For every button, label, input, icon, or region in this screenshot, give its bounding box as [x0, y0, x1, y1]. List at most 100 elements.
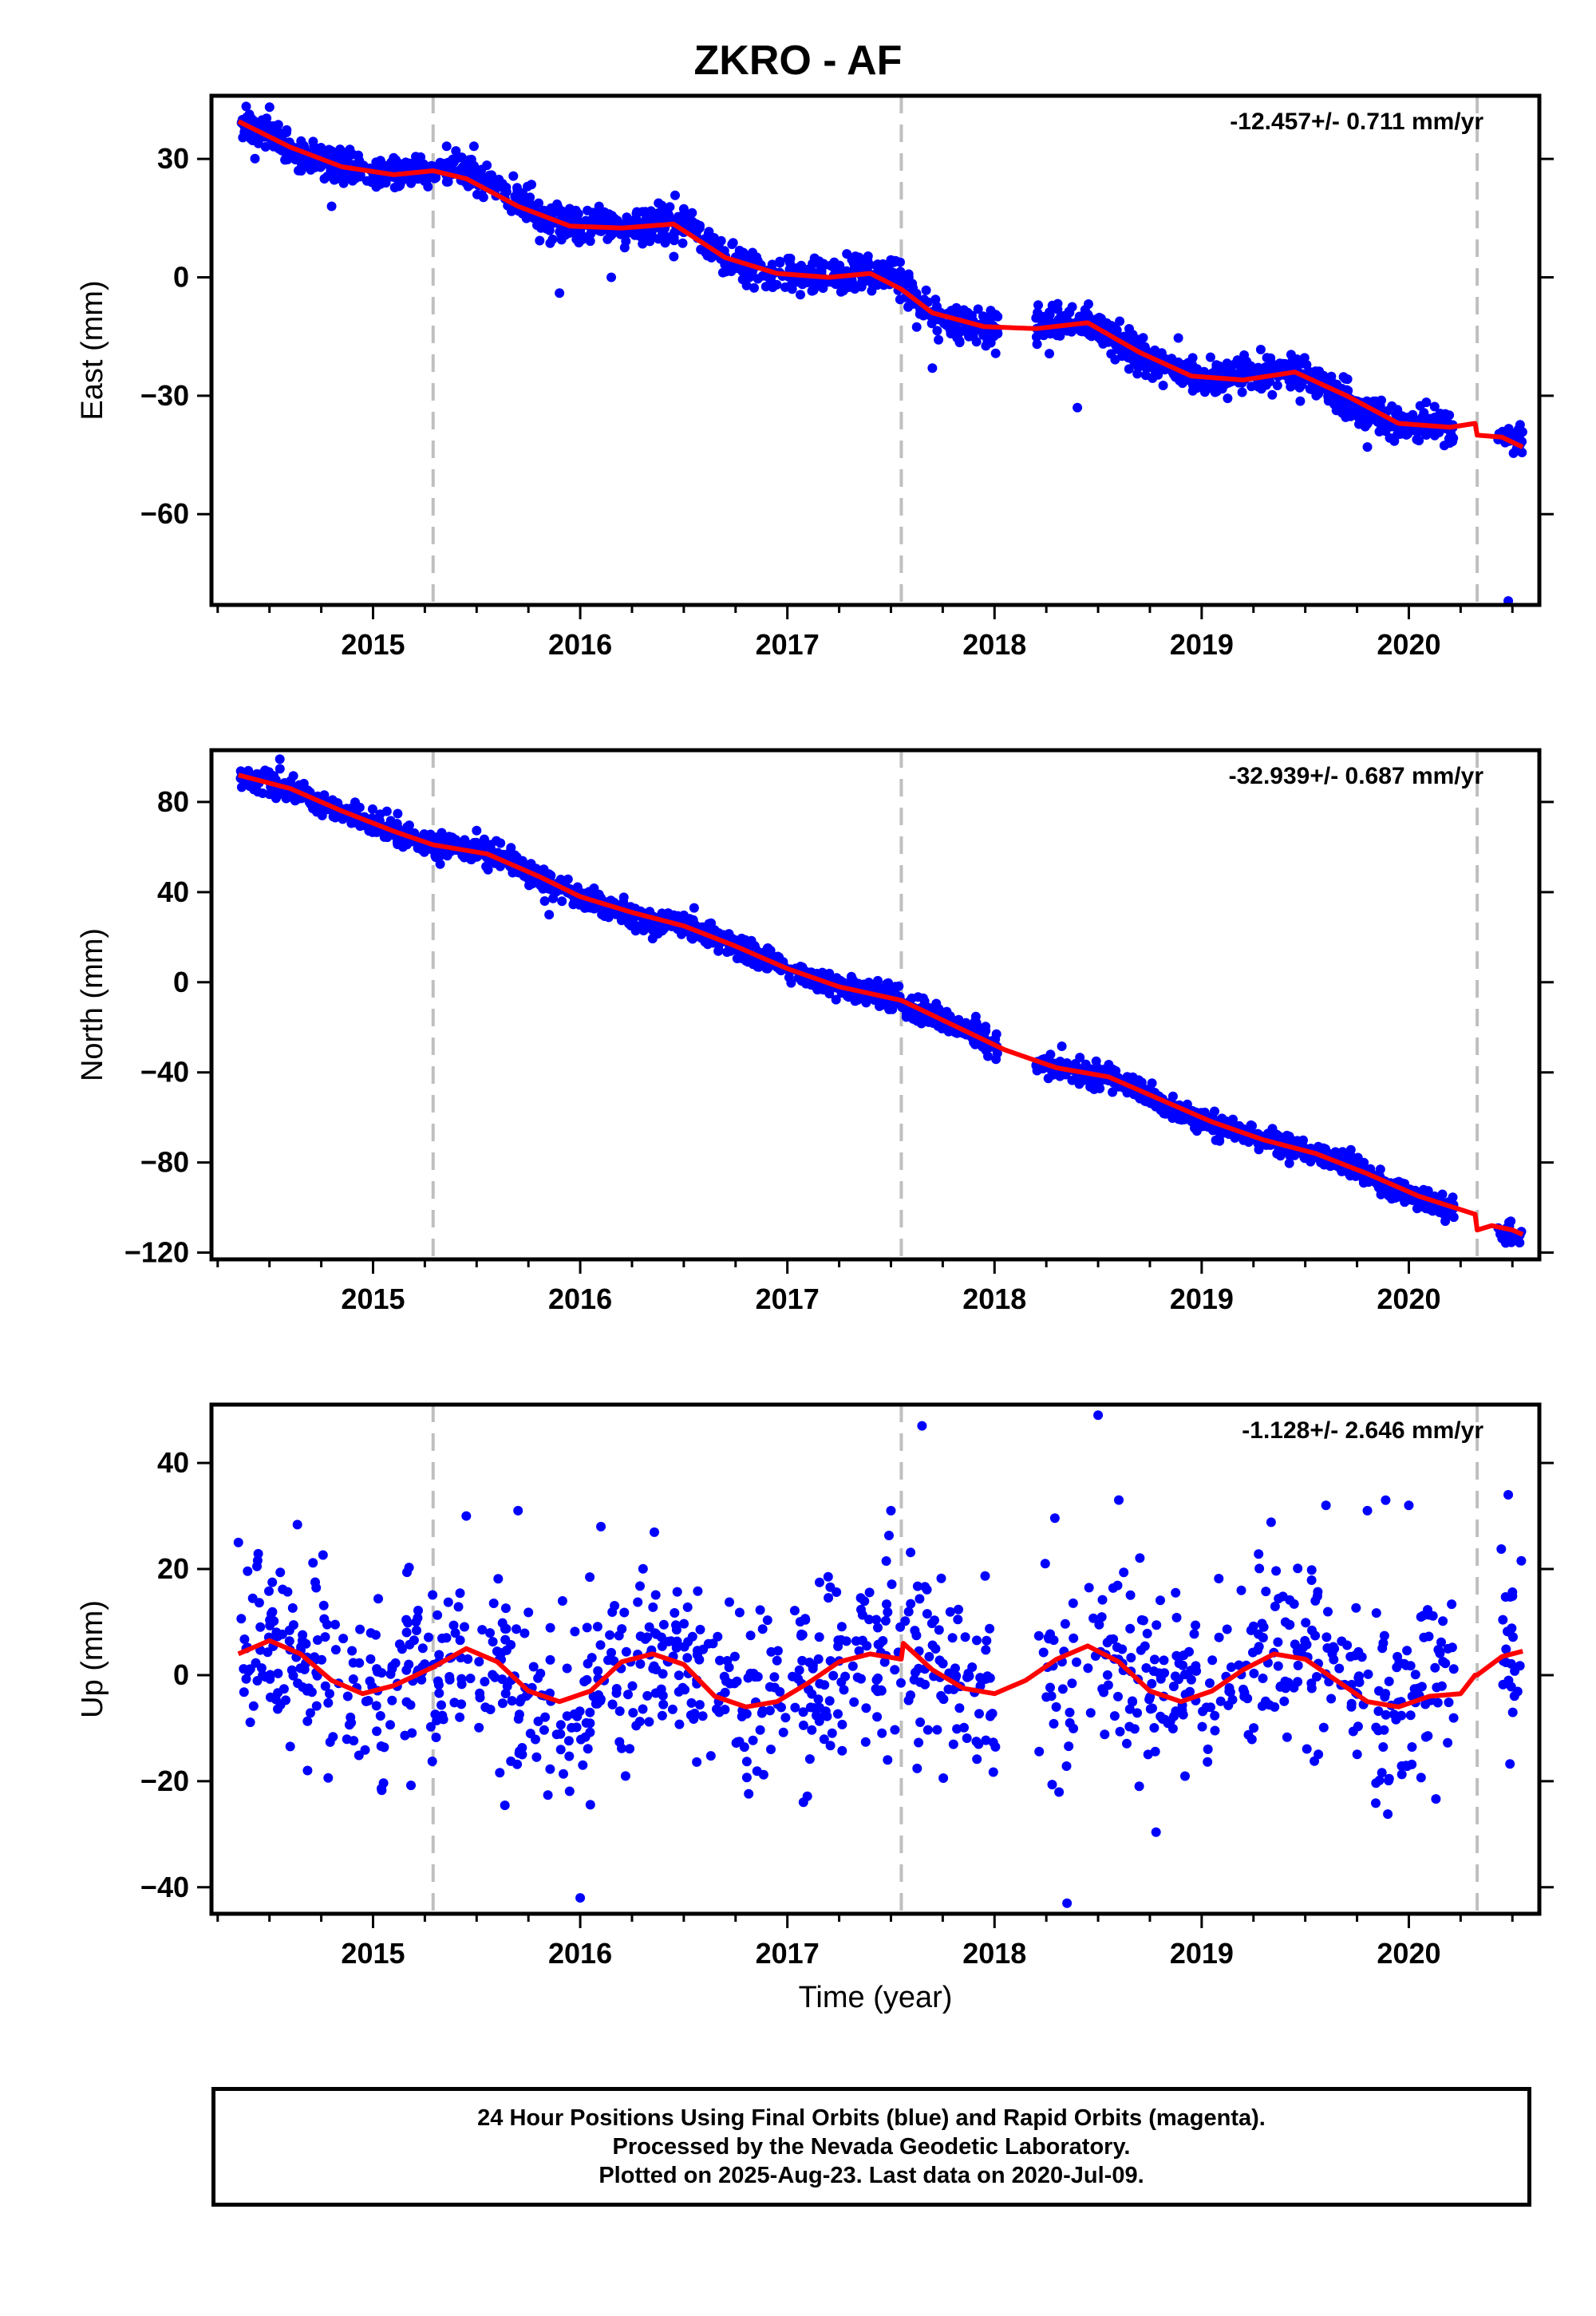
east-point	[785, 253, 796, 263]
up-point	[948, 1739, 958, 1749]
east-x-tick-label-2019: 2019	[1170, 628, 1234, 661]
north-point	[1440, 1216, 1451, 1227]
east-point	[308, 136, 318, 147]
east-point	[1031, 332, 1041, 342]
up-point	[1430, 1662, 1440, 1673]
up-point	[981, 1735, 991, 1745]
up-point	[1378, 1742, 1389, 1752]
up-point	[1306, 1565, 1317, 1575]
up-point	[1373, 1725, 1384, 1736]
up-point	[642, 1632, 653, 1642]
east-point	[796, 290, 805, 300]
north-point	[1230, 1132, 1240, 1142]
up-point	[926, 1618, 937, 1629]
north-x-tick-label-2017: 2017	[756, 1282, 820, 1315]
up-point	[338, 1634, 349, 1644]
north-point	[700, 937, 710, 947]
east-point	[1132, 369, 1143, 379]
up-point	[1145, 1704, 1156, 1714]
up-point	[1210, 1710, 1220, 1721]
north-point	[539, 896, 550, 906]
up-point	[564, 1786, 575, 1796]
up-point	[1040, 1559, 1050, 1569]
up-point	[460, 1622, 469, 1632]
north-point	[979, 1029, 990, 1039]
north-point	[635, 921, 646, 931]
up-point	[861, 1703, 871, 1713]
up-point	[1097, 1595, 1108, 1605]
up-point	[559, 1769, 568, 1779]
up-point	[372, 1726, 382, 1737]
north-point	[1448, 1192, 1458, 1203]
up-point	[433, 1680, 444, 1690]
footer-line-orbits: 24 Hour Positions Using Final Orbits (bl…	[477, 2105, 1266, 2131]
up-point	[798, 1707, 808, 1717]
up-point	[1416, 1612, 1426, 1622]
north-point	[861, 998, 871, 1008]
north-point	[1147, 1078, 1157, 1089]
up-point	[437, 1700, 446, 1710]
up-point	[1184, 1646, 1194, 1657]
up-point	[1351, 1603, 1361, 1613]
up-point	[606, 1647, 616, 1658]
up-point	[390, 1658, 401, 1668]
up-point	[1224, 1683, 1235, 1693]
east-point	[1255, 345, 1266, 354]
north-point	[1345, 1144, 1356, 1155]
up-point	[1282, 1732, 1292, 1742]
up-point	[438, 1714, 448, 1725]
up-point	[1420, 1699, 1431, 1709]
up-point	[936, 1573, 946, 1583]
up-point	[658, 1669, 668, 1679]
east-point	[248, 133, 259, 144]
north-point	[402, 840, 413, 850]
up-point	[1423, 1731, 1433, 1741]
east-point	[346, 173, 356, 184]
up-point	[1115, 1726, 1125, 1737]
up-point	[920, 1679, 930, 1690]
east-point	[260, 142, 271, 152]
north-point	[970, 1017, 980, 1027]
up-point	[733, 1737, 743, 1747]
east-point	[484, 170, 495, 180]
up-point	[441, 1633, 452, 1643]
up-point	[611, 1684, 622, 1694]
up-point	[666, 1636, 676, 1646]
up-point	[725, 1678, 735, 1689]
north-point	[440, 834, 450, 844]
up-point	[938, 1694, 949, 1705]
north-x-tick-label-2019: 2019	[1170, 1282, 1234, 1315]
east-x-tick-label-2016: 2016	[548, 628, 612, 661]
up-point	[277, 1629, 287, 1639]
up-point	[1205, 1678, 1215, 1688]
east-point	[361, 176, 372, 186]
up-y-tick-label: 0	[173, 1658, 189, 1691]
up-point	[495, 1768, 505, 1778]
east-point	[934, 334, 944, 345]
up-point	[634, 1717, 645, 1727]
up-point	[323, 1697, 334, 1708]
up-point	[1273, 1637, 1283, 1647]
east-point	[1033, 307, 1043, 318]
up-point	[605, 1630, 615, 1640]
up-point	[798, 1720, 808, 1730]
up-point	[1112, 1642, 1122, 1652]
up-point	[739, 1742, 749, 1753]
up-point	[409, 1635, 419, 1646]
east-point	[532, 220, 542, 231]
up-point	[273, 1668, 283, 1678]
east-point	[1361, 408, 1372, 418]
up-point	[967, 1662, 978, 1672]
north-point	[1078, 1075, 1088, 1085]
up-point	[672, 1587, 682, 1597]
up-point	[582, 1622, 592, 1633]
north-point	[1284, 1158, 1294, 1168]
north-point	[869, 995, 879, 1006]
up-point	[256, 1663, 267, 1674]
up-point	[1257, 1618, 1267, 1629]
east-x-tick-label-2015: 2015	[341, 628, 405, 661]
up-point	[1306, 1678, 1317, 1689]
up-point	[455, 1635, 465, 1646]
up-point	[325, 1689, 334, 1699]
